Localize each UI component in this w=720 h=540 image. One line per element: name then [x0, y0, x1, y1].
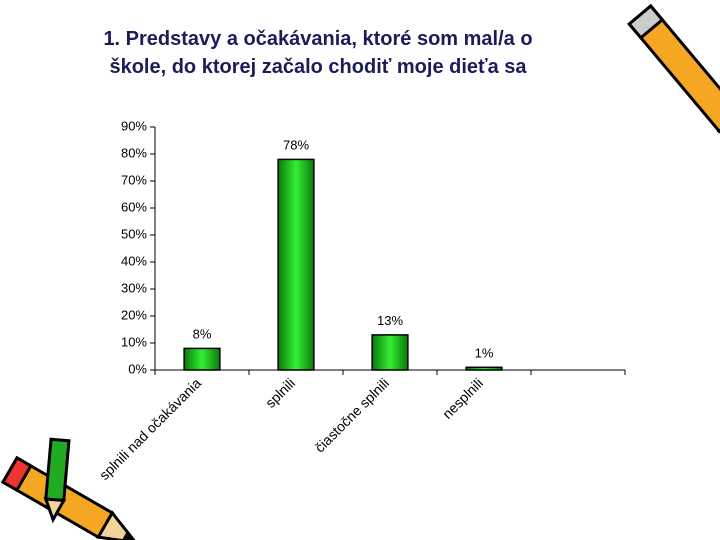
- x-tick-label: splnili: [262, 375, 298, 411]
- x-tick-label: čiastočne splnili: [311, 375, 392, 456]
- x-tick-label: splnili nad očakávania: [96, 375, 204, 483]
- value-label: 1%: [475, 345, 494, 360]
- value-label: 8%: [193, 326, 212, 341]
- y-tick-label: 60%: [121, 199, 147, 214]
- value-label: 78%: [283, 137, 309, 152]
- bar: [371, 334, 409, 371]
- title-line: škole, do ktorej začalo chodiť moje dieť…: [109, 56, 527, 78]
- y-tick-label: 90%: [121, 118, 147, 133]
- pencil-decoration: [43, 437, 71, 524]
- x-tick-label: nesplnili: [439, 375, 486, 422]
- y-tick-label: 0%: [128, 361, 147, 376]
- value-label: 13%: [377, 313, 403, 328]
- pencil-decoration: [0, 455, 140, 540]
- y-tick-label: 30%: [121, 280, 147, 295]
- y-tick-label: 80%: [121, 145, 147, 160]
- y-tick-label: 10%: [121, 334, 147, 349]
- y-tick-label: 50%: [121, 226, 147, 241]
- title-line: 1. Predstavy a očakávania, ktoré som mal…: [103, 28, 532, 50]
- y-tick-label: 20%: [121, 307, 147, 322]
- bar: [465, 366, 503, 371]
- y-tick-label: 40%: [121, 253, 147, 268]
- bar: [277, 158, 315, 371]
- pencil-decoration: [627, 3, 720, 155]
- plot-area: 0% 10% 20% 30% 40% 50% 60% 70% 80% 90% splnili nad…: [96, 118, 626, 483]
- bar: [183, 347, 221, 371]
- y-tick-label: 70%: [121, 172, 147, 187]
